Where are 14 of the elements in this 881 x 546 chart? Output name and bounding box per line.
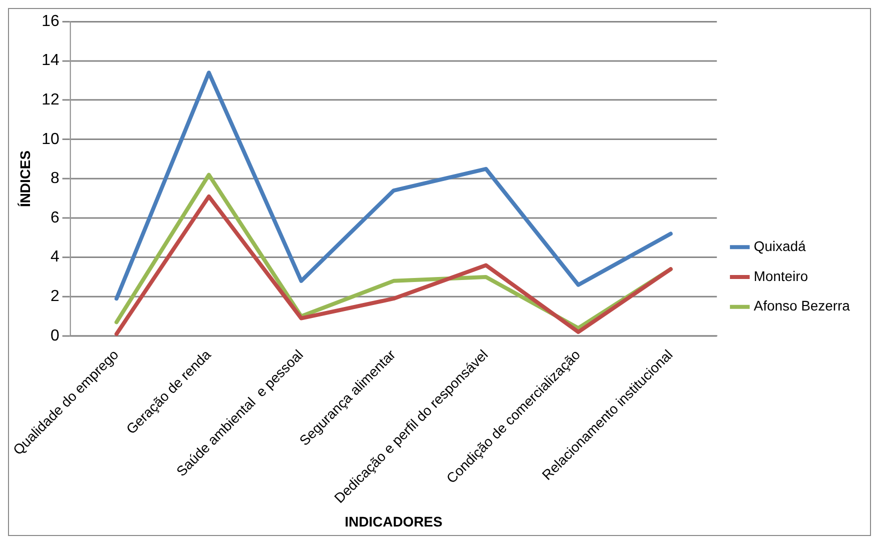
y-axis-title: ÍNDICES — [17, 150, 34, 207]
y-tick-label: 12 — [42, 92, 60, 109]
y-tick-label: 8 — [50, 170, 60, 188]
legend-label: Quixadá — [754, 238, 806, 254]
y-tick-label: 0 — [50, 327, 60, 344]
y-tick-label: 10 — [42, 130, 60, 148]
legend-label: Afonso Bezerra — [754, 298, 850, 314]
x-axis-title: INDICADORES — [344, 514, 442, 530]
legend-label: Monteiro — [754, 268, 808, 284]
y-tick-label: 2 — [50, 288, 60, 306]
y-tick-label: 6 — [50, 209, 60, 226]
y-tick-label: 4 — [50, 248, 60, 266]
y-tick-label: 16 — [42, 12, 60, 30]
y-tick-label: 14 — [42, 52, 60, 70]
